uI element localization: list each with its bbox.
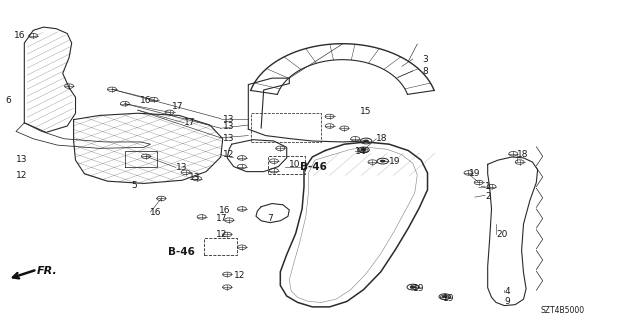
Circle shape bbox=[410, 286, 416, 288]
Text: 16: 16 bbox=[140, 96, 151, 105]
Text: 12: 12 bbox=[223, 150, 234, 159]
Text: 19: 19 bbox=[413, 284, 424, 293]
Text: 13: 13 bbox=[223, 134, 234, 143]
Text: 13: 13 bbox=[223, 115, 234, 124]
Text: 16: 16 bbox=[150, 208, 162, 217]
Text: 16: 16 bbox=[14, 31, 26, 40]
Text: 2: 2 bbox=[485, 192, 491, 201]
Text: 1: 1 bbox=[485, 182, 491, 191]
Text: 18: 18 bbox=[517, 150, 529, 159]
Text: 20: 20 bbox=[496, 230, 508, 239]
Circle shape bbox=[361, 149, 366, 151]
Bar bbox=[204, 238, 237, 255]
Bar bbox=[251, 113, 321, 142]
Text: SZT4B5000: SZT4B5000 bbox=[541, 306, 585, 315]
Text: 13: 13 bbox=[176, 163, 188, 172]
Text: 13: 13 bbox=[189, 173, 200, 182]
Text: 4: 4 bbox=[504, 287, 510, 296]
Text: 19: 19 bbox=[443, 294, 454, 303]
Text: 19: 19 bbox=[468, 169, 480, 178]
Text: FR.: FR. bbox=[37, 265, 58, 276]
Text: 7: 7 bbox=[268, 214, 273, 223]
Text: 18: 18 bbox=[376, 134, 388, 143]
Text: 15: 15 bbox=[360, 107, 371, 116]
Text: 5: 5 bbox=[131, 181, 137, 189]
Text: 12: 12 bbox=[234, 271, 245, 280]
Text: 3: 3 bbox=[422, 55, 428, 63]
Text: 19: 19 bbox=[389, 157, 401, 166]
Text: 9: 9 bbox=[504, 297, 510, 306]
Circle shape bbox=[364, 140, 369, 142]
Text: 6: 6 bbox=[5, 96, 11, 105]
Text: B-46: B-46 bbox=[300, 161, 326, 172]
Text: 13: 13 bbox=[16, 155, 28, 164]
Text: 10: 10 bbox=[289, 160, 301, 169]
Text: 13: 13 bbox=[223, 122, 234, 130]
Circle shape bbox=[380, 160, 385, 163]
Text: 17: 17 bbox=[172, 102, 183, 111]
Text: 17: 17 bbox=[216, 214, 228, 223]
Text: 8: 8 bbox=[422, 67, 428, 76]
Text: 16: 16 bbox=[219, 206, 230, 215]
Circle shape bbox=[442, 295, 448, 298]
Text: 17: 17 bbox=[184, 118, 196, 127]
Text: B-46: B-46 bbox=[168, 247, 195, 257]
Text: 12: 12 bbox=[16, 171, 28, 180]
Bar bbox=[268, 156, 305, 174]
Text: 12: 12 bbox=[216, 230, 228, 239]
Text: 14: 14 bbox=[355, 147, 367, 156]
